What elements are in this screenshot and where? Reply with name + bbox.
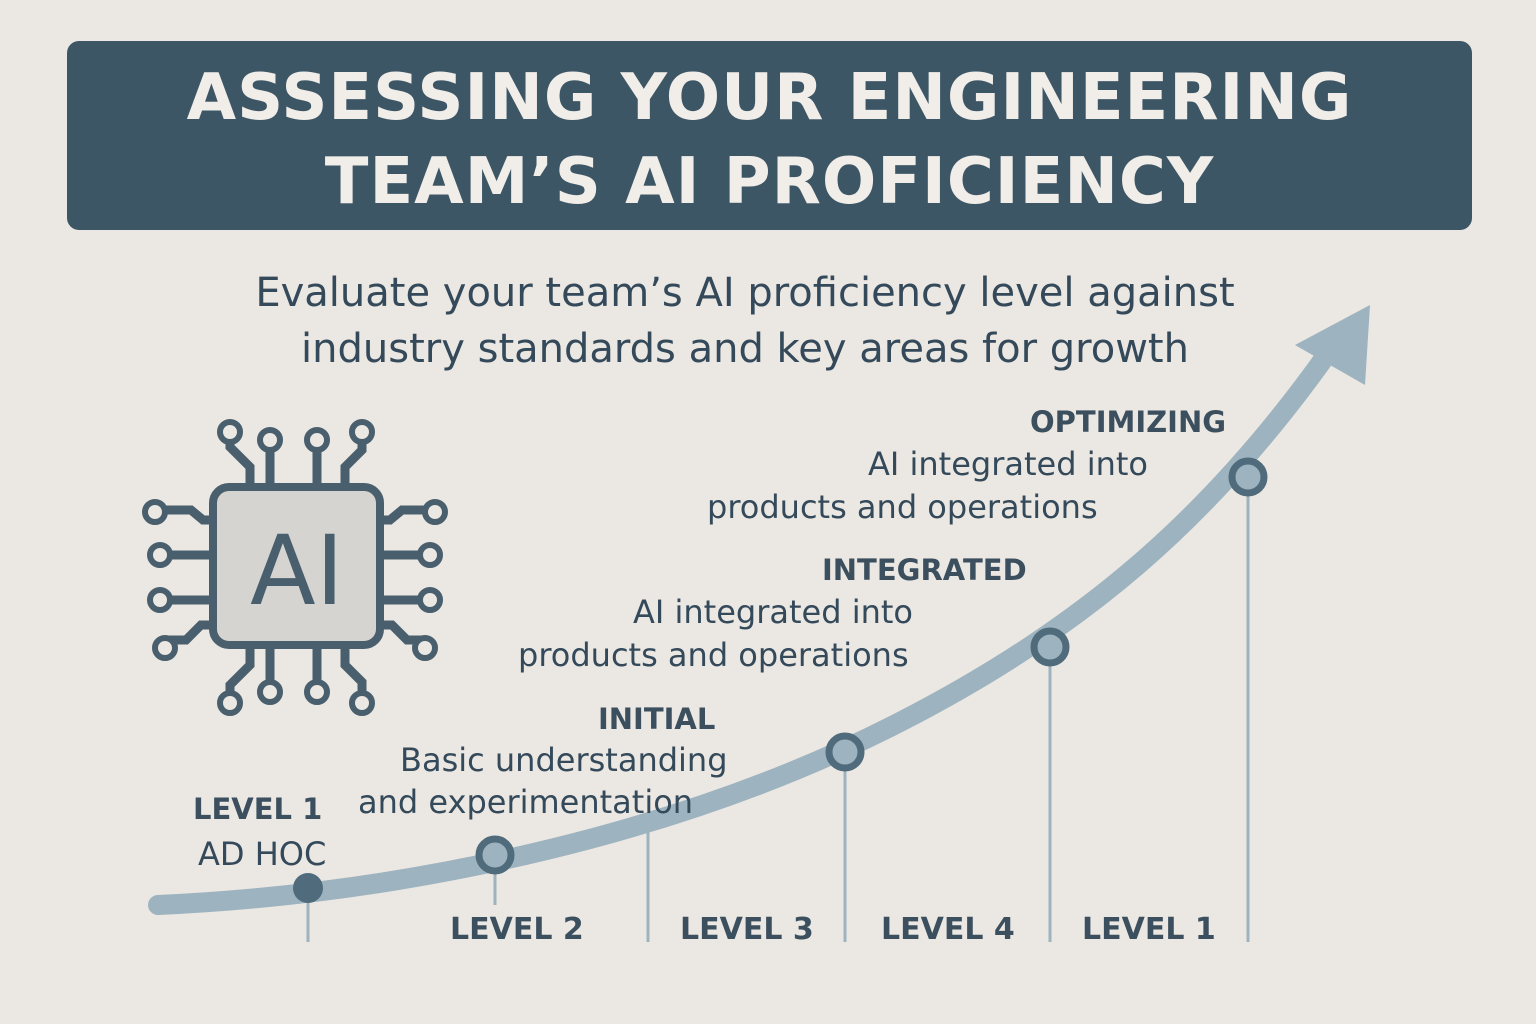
subtitle-line-2: industry standards and key areas for gro… xyxy=(301,326,1189,372)
stage-3-desc-1: AI integrated into xyxy=(633,593,913,631)
stage-2-desc-2: and experimentation xyxy=(358,783,694,821)
node-level-4 xyxy=(1030,627,1070,667)
stage-4-desc-1: AI integrated into xyxy=(868,445,1148,483)
subtitle-line-1: Evaluate your team’s AI proficiency leve… xyxy=(255,270,1235,316)
stage-4-heading: OPTIMIZING xyxy=(1030,405,1227,439)
title-line-1: ASSESSING YOUR ENGINEERING xyxy=(186,61,1353,135)
stage-1-heading: LEVEL 1 xyxy=(193,792,323,826)
axis-label: LEVEL 2 xyxy=(450,912,584,947)
node-level-5 xyxy=(1228,457,1268,497)
node-level-3 xyxy=(825,732,865,772)
title-banner xyxy=(67,41,1472,230)
ai-chip-icon xyxy=(142,419,448,716)
stage-1-desc: AD HOC xyxy=(198,835,327,873)
node-level-1 xyxy=(293,873,323,903)
axis-label: LEVEL 3 xyxy=(680,912,814,947)
node-level-2 xyxy=(475,835,515,875)
page-title: ASSESSING YOUR ENGINEERING TEAM’S AI PRO… xyxy=(67,56,1472,224)
subtitle: Evaluate your team’s AI proficiency leve… xyxy=(200,265,1290,377)
chip-label: AI xyxy=(250,515,344,627)
arrow-head-icon xyxy=(1295,305,1370,385)
stage-3-heading: INTEGRATED xyxy=(822,553,1027,587)
axis-label: LEVEL 4 xyxy=(881,912,1015,947)
stage-2-desc-1: Basic understanding xyxy=(400,741,728,779)
stage-3-desc-2: products and operations xyxy=(518,636,909,674)
title-line-2: TEAM’S AI PROFICIENCY xyxy=(324,145,1215,219)
stage-2-heading: INITIAL xyxy=(598,702,716,736)
growth-curve xyxy=(148,340,1340,915)
axis-label: LEVEL 1 xyxy=(1082,912,1216,947)
stage-4-desc-2: products and operations xyxy=(707,488,1098,526)
